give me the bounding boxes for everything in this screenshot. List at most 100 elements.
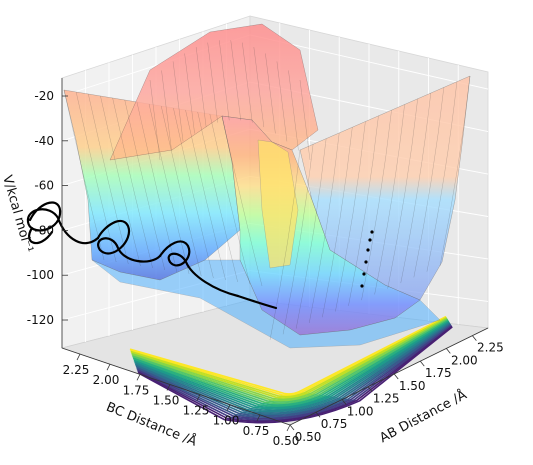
contour-line [130, 316, 447, 398]
trajectory-path [96, 220, 162, 263]
y-tick-mark [106, 364, 111, 371]
contour-line [137, 325, 453, 423]
surface-mesh-line [149, 79, 161, 161]
z-tick-label: -40 [34, 134, 54, 148]
surface-mesh-line [172, 61, 184, 142]
contour-line [132, 319, 449, 406]
y-tick-label: 1.75 [123, 383, 150, 397]
trajectory-point [368, 238, 372, 242]
x-tick-label: 0.50 [295, 430, 322, 444]
y-tick-mark [226, 404, 231, 411]
surface-mesh-line [439, 75, 471, 267]
contour-line [132, 318, 449, 403]
surface-mesh-line [161, 70, 172, 151]
contour-line [133, 320, 450, 408]
floor-contours [129, 315, 453, 424]
z-tick-label: -100 [27, 268, 54, 282]
surface-mesh-line [76, 91, 117, 263]
contour-line [138, 326, 453, 424]
trajectory-path [28, 226, 54, 244]
surface-mesh-line [136, 101, 178, 273]
surface-mesh-line [197, 111, 238, 283]
surface-mesh-line [335, 121, 366, 312]
trajectory-point [362, 272, 366, 276]
y-tick-mark [286, 424, 291, 432]
trajectory-path [158, 240, 240, 298]
z-tick-label: -60 [34, 179, 54, 193]
x-tick-mark [341, 399, 347, 405]
surface-mesh-line [288, 70, 299, 151]
trajectory-path [26, 201, 100, 245]
surface-mesh-line [112, 97, 153, 269]
y-tick-label: 1.00 [213, 414, 240, 428]
surface-mesh-line [221, 115, 263, 287]
trajectory-point [360, 284, 364, 288]
surface-mesh-line [269, 149, 301, 341]
surface-mesh-line [185, 109, 226, 281]
trajectory-point [370, 230, 374, 234]
x-tick-mark [367, 386, 373, 392]
x-tick-mark [446, 348, 451, 354]
surface-mesh-line [148, 103, 190, 275]
z-tick-label: -20 [34, 89, 54, 103]
y-tick-label: 1.25 [183, 404, 210, 418]
surface-mesh-line [413, 87, 444, 278]
surface-mesh-line [161, 105, 202, 277]
surface-mesh-line [387, 98, 418, 289]
surface-mesh-line [265, 53, 276, 134]
contour-line [134, 321, 450, 410]
y-tick-label: 0.75 [243, 424, 270, 438]
surface-mesh-line [209, 113, 250, 285]
y-tick-label: 2.25 [63, 363, 90, 377]
contour-line [135, 323, 451, 416]
contour-line [132, 319, 449, 405]
contour-line [135, 322, 451, 414]
contour-line [130, 316, 447, 397]
contour-line [129, 315, 447, 395]
contour-line [134, 321, 451, 412]
trajectory-path [236, 294, 278, 310]
contour-line [130, 317, 448, 399]
trajectory-point [366, 248, 370, 252]
z-tick-label: -120 [27, 313, 54, 327]
surface-mesh-line [100, 95, 141, 267]
surface-mesh-line [196, 47, 207, 128]
surface-front-skirt [91, 259, 441, 349]
y-tick-mark [136, 374, 141, 381]
surface-mesh-line [322, 127, 353, 318]
contour-line [137, 325, 453, 421]
contour-line [131, 318, 448, 402]
x-tick-mark [472, 335, 477, 341]
surface-mesh-line [348, 115, 379, 306]
surface-mesh-line [242, 42, 253, 123]
x-tick-label: 2.25 [477, 341, 504, 355]
y-tick-mark [256, 414, 261, 422]
surface-mesh-line [361, 110, 392, 301]
y-tick-label: 0.50 [273, 434, 300, 448]
contour-line [133, 320, 450, 409]
surface-mesh-line [276, 61, 288, 142]
y-tick-mark [196, 394, 201, 401]
y-tick-label: 2.00 [93, 373, 120, 387]
y-tick-mark [76, 353, 81, 361]
x-tick-mark [315, 411, 321, 418]
surface-mesh-line [299, 79, 311, 161]
x-tick-label: 2.00 [451, 353, 478, 367]
surface-mesh-line [184, 53, 195, 134]
x-tick-label: 1.50 [399, 379, 426, 393]
surface-mesh-line [253, 47, 264, 128]
x-tick-label: 1.75 [425, 366, 452, 380]
trajectory [26, 201, 374, 310]
y-tick-mark [166, 384, 171, 391]
y-tick-label: 1.50 [153, 393, 180, 407]
surface-mesh-line [282, 144, 314, 335]
x-tick-mark [393, 373, 399, 380]
surface-mesh-line [296, 138, 327, 329]
z-tick-label: -80 [34, 223, 54, 237]
surface-saddle-ridge [257, 139, 299, 269]
x-tick-mark [419, 360, 425, 367]
surface-mesh-line [207, 42, 218, 123]
surface-mesh-line [400, 93, 431, 284]
surface-mesh-line [230, 40, 241, 121]
